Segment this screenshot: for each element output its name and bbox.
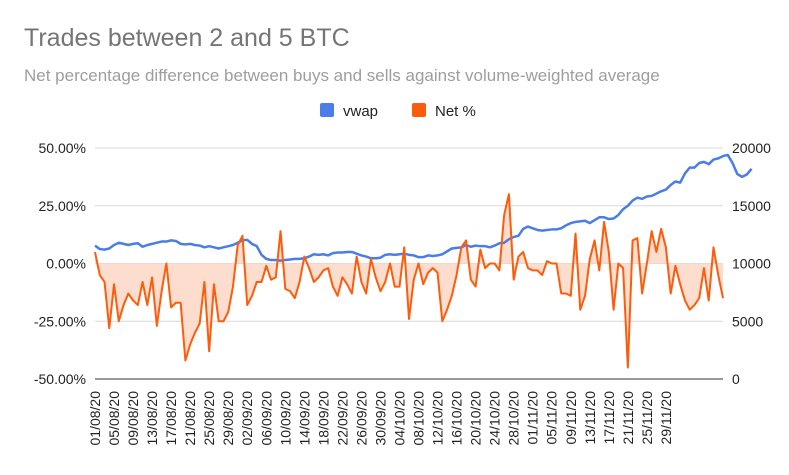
x-tick-label: 01/11/20 (525, 391, 541, 445)
right-axis-ticks: 20000 15000 10000 5000 0 (732, 140, 771, 387)
left-tick-label: 25.00% (39, 198, 86, 214)
x-tick-label: 29/11/20 (658, 391, 674, 445)
x-tick-label: 13/08/20 (144, 391, 160, 446)
x-tick-label: 29/08/20 (220, 391, 236, 446)
x-tick-label: 20/10/20 (468, 391, 484, 446)
x-tick-label: 06/09/20 (258, 391, 274, 446)
right-tick-label: 10000 (732, 256, 771, 272)
x-tick-label: 21/11/20 (620, 391, 636, 445)
right-tick-label: 0 (732, 371, 740, 387)
x-tick-label: 25/11/20 (639, 391, 655, 445)
x-axis-ticks: 01/08/20 05/08/20 09/08/20 13/08/20 17/08/20… (87, 391, 674, 446)
x-tick-label: 17/08/20 (163, 391, 179, 446)
x-tick-label: 22/09/20 (334, 391, 350, 446)
x-tick-label: 09/11/20 (563, 391, 579, 445)
legend-swatch-net-percent (412, 103, 426, 117)
chart-title: Trades between 2 and 5 BTC (24, 24, 350, 52)
left-tick-label: 50.00% (39, 140, 86, 156)
x-tick-label: 12/10/20 (430, 391, 446, 446)
x-tick-label: 05/11/20 (544, 391, 560, 445)
right-tick-label: 15000 (732, 198, 771, 214)
x-tick-label: 10/09/20 (277, 391, 293, 446)
x-tick-label: 25/08/20 (201, 391, 217, 446)
right-tick-label: 5000 (732, 313, 763, 329)
x-tick-label: 26/09/20 (353, 391, 369, 446)
left-tick-label: 0.00% (46, 256, 86, 272)
left-axis-ticks: 50.00% 25.00% 0.00% -25.00% -50.00% (34, 140, 86, 387)
legend-label-vwap: vwap (343, 103, 378, 120)
x-tick-label: 30/09/20 (372, 391, 388, 446)
legend: vwap Net % (320, 103, 476, 120)
x-tick-label: 14/09/20 (296, 391, 312, 446)
x-tick-label: 18/09/20 (315, 391, 331, 446)
chart-subtitle: Net percentage difference between buys a… (24, 66, 660, 85)
x-tick-label: 09/08/20 (125, 391, 141, 446)
x-tick-label: 21/08/20 (182, 391, 198, 446)
net-percent-area (95, 194, 723, 368)
x-tick-label: 28/10/20 (506, 391, 522, 446)
left-tick-label: -25.00% (34, 313, 86, 329)
x-tick-label: 16/10/20 (449, 391, 465, 446)
x-tick-label: 17/11/20 (601, 391, 617, 445)
x-tick-label: 08/10/20 (411, 391, 427, 446)
x-tick-label: 13/11/20 (582, 391, 598, 445)
legend-swatch-vwap (320, 103, 334, 117)
left-tick-label: -50.00% (34, 371, 86, 387)
vwap-series-line (94, 153, 753, 262)
right-tick-label: 20000 (732, 140, 771, 156)
x-tick-label: 01/08/20 (87, 391, 103, 446)
x-tick-label: 02/09/20 (239, 391, 255, 446)
legend-label-net-percent: Net % (435, 103, 476, 120)
x-tick-label: 05/08/20 (106, 391, 122, 446)
x-tick-label: 24/10/20 (487, 391, 503, 446)
net-percent-series-line (94, 193, 724, 369)
x-tick-label: 04/10/20 (391, 391, 407, 446)
